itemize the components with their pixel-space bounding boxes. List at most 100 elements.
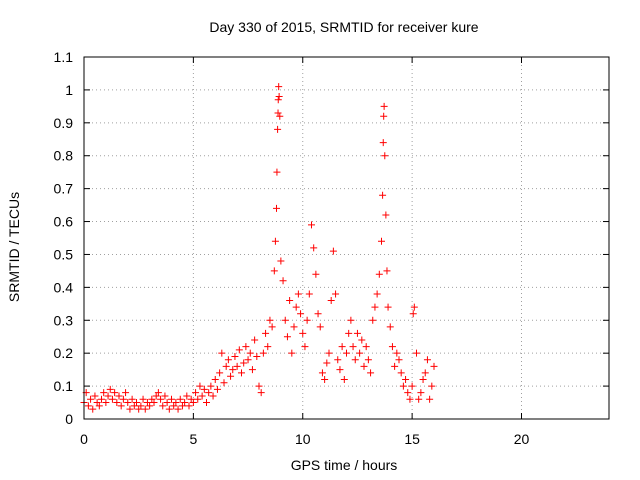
data-point [310,244,318,252]
data-point [380,112,388,120]
data-point [240,359,248,367]
data-point [108,395,116,403]
data-point [222,362,230,370]
data-point [318,369,326,377]
data-point [207,382,215,390]
data-point [397,369,405,377]
data-point [384,303,392,311]
data-point [172,399,180,407]
data-point [111,389,119,397]
data-point [369,316,377,324]
data-point [371,303,379,311]
data-point [146,402,154,410]
plot-frame [83,56,610,420]
data-point [227,372,235,380]
data-point [362,343,370,351]
data-point [290,323,298,331]
data-point [273,168,281,176]
data-point [176,395,184,403]
data-point [141,405,149,413]
data-point [281,316,289,324]
data-point [255,382,263,390]
data-point [181,399,189,407]
data-point [242,343,250,351]
data-point [316,323,324,331]
y-tick-label: 0.6 [54,214,74,230]
data-point [388,343,396,351]
data-point [277,257,285,265]
data-point [154,389,162,397]
data-point [98,395,105,403]
data-point [233,362,241,370]
data-point [378,237,385,245]
data-point [332,290,340,298]
data-point [220,379,228,387]
data-point [161,392,169,400]
data-point [262,329,270,337]
data-point [246,349,254,357]
axis-ticks: 0 0.1 0.2 0.3 0.4 0.5 0.6 0.7 0.8 0.9 1 1.1 0 5 10 15 20 [54,49,609,447]
data-point [106,385,114,393]
data-point [329,247,337,255]
data-point [274,96,282,104]
data-point [404,389,412,397]
data-point [299,329,307,337]
data-point [270,267,278,275]
data-point [100,389,108,397]
data-point [165,405,173,413]
data-point [268,323,276,331]
data-point [351,356,359,364]
data-point [95,402,103,410]
data-point [343,349,350,357]
data-point [229,366,237,374]
data-point [273,204,280,212]
x-tick-label: 5 [189,431,197,447]
data-point [399,382,407,390]
data-point [89,405,97,413]
data-point [117,402,125,410]
data-point [183,392,191,400]
data-point [224,356,232,364]
data-point [428,382,436,390]
data-point [303,316,311,324]
data-point [373,290,381,298]
data-point [426,395,434,403]
data-point [248,366,256,374]
data-point [274,109,282,117]
data-point [312,270,320,278]
data-point [327,297,335,305]
data-point [402,376,410,384]
data-point [205,389,213,397]
data-point [196,382,204,390]
data-point [325,349,333,357]
data-point [421,369,429,377]
data-point [198,392,206,400]
data-point [275,92,283,100]
data-point [84,402,92,410]
data-point [264,343,272,351]
x-tick-label: 15 [404,431,420,447]
data-point [334,356,342,364]
data-point [367,369,375,377]
data-point [259,349,267,357]
data-point [163,399,171,407]
data-point [213,385,221,393]
x-tick-label: 0 [80,431,88,447]
data-point [91,392,99,400]
data-point [274,125,282,133]
y-axis-label: SRMTID / TECUs [6,192,22,302]
data-point [203,399,210,407]
data-point [292,303,300,311]
data-point [133,399,140,407]
data-point [257,389,265,397]
data-point [279,277,287,285]
data-point [375,270,383,278]
x-tick-label: 10 [295,431,311,447]
data-point [126,405,134,413]
y-tick-label: 0.2 [54,345,74,361]
data-point [244,356,252,364]
data-point [113,399,121,407]
y-tick-label: 0.3 [54,312,74,328]
data-point [288,349,296,357]
x-axis-label: GPS time / hours [291,457,398,473]
